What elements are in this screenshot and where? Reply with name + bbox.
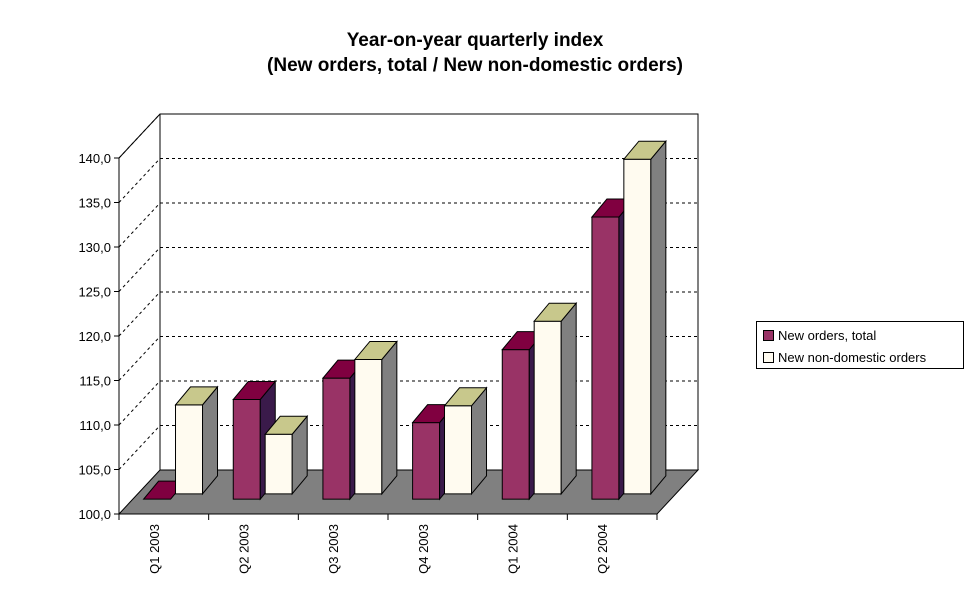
x-tick-label: Q2 2003 bbox=[237, 524, 252, 574]
bar-front-face bbox=[322, 377, 351, 500]
bar-2-q1-2004 bbox=[533, 301, 578, 496]
chart-gridlines bbox=[118, 113, 698, 470]
bar-front-face bbox=[412, 422, 441, 500]
x-tick-label: Q2 2004 bbox=[595, 524, 610, 574]
y-axis-tick-labels: 100,0 105,0 110,0 115,0 120,0 125,0 130,0 135,0… bbox=[78, 151, 111, 522]
bar-front-face bbox=[354, 358, 383, 495]
bar-front-face bbox=[501, 349, 530, 500]
bar-2-q2-2003 bbox=[264, 414, 309, 496]
y-tick-label: 130,0 bbox=[78, 240, 111, 255]
y-tick-label: 105,0 bbox=[78, 463, 111, 478]
chart-legend: New orders, total New non-domestic order… bbox=[756, 321, 964, 369]
chart-axes bbox=[114, 157, 658, 520]
bar-front-face bbox=[623, 158, 652, 495]
y-tick-label: 115,0 bbox=[79, 374, 111, 389]
bar-side-face bbox=[381, 340, 398, 496]
gridline-side bbox=[118, 425, 161, 470]
bar-2-q1-2003 bbox=[174, 385, 219, 496]
y-tick-label: 120,0 bbox=[78, 329, 111, 344]
bar-top-face bbox=[353, 340, 398, 360]
bar-side-face bbox=[560, 301, 577, 496]
y-tick-label: 135,0 bbox=[78, 196, 111, 211]
gridline-side bbox=[118, 380, 161, 426]
gridline-side bbox=[118, 247, 161, 292]
gridline-side bbox=[118, 158, 161, 203]
chart-bars bbox=[142, 139, 667, 501]
bar-2-q2-2004 bbox=[622, 139, 667, 496]
x-axis-category-labels: Q1 2003 Q2 2003 Q3 2003 Q4 2003 Q1 2004 Q2 20… bbox=[147, 524, 610, 574]
legend-item-series-1: New orders, total bbox=[763, 326, 876, 344]
x-tick-label: Q1 2004 bbox=[506, 524, 521, 574]
legend-label-series-1: New orders, total bbox=[778, 327, 877, 343]
chart-title: Year-on-year quarterly index bbox=[346, 30, 604, 51]
bar-side-face bbox=[650, 139, 667, 496]
legend-label-series-2: New non-domestic orders bbox=[778, 349, 927, 365]
gridline-side bbox=[118, 113, 161, 159]
x-tick-label: Q1 2003 bbox=[147, 524, 162, 574]
bar-top-face bbox=[443, 387, 488, 407]
x-tick-label: Q3 2003 bbox=[326, 524, 341, 574]
gridline-side bbox=[118, 336, 161, 381]
bar-front-face bbox=[444, 405, 473, 495]
legend-item-series-2: New non-domestic orders bbox=[763, 348, 926, 366]
gridline-side bbox=[118, 202, 161, 248]
bar-front-face bbox=[232, 398, 261, 500]
y-tick-label: 110,0 bbox=[79, 418, 111, 433]
bar-2-q4-2003 bbox=[443, 386, 488, 496]
chart-subtitle: (New orders, total / New non-domestic or… bbox=[267, 55, 683, 76]
legend-swatch-series-2 bbox=[763, 351, 774, 363]
y-tick-label: 100,0 bbox=[78, 507, 111, 522]
bar-top-face bbox=[533, 302, 578, 322]
chart-title-block: Year-on-year quarterly index (New orders… bbox=[0, 28, 950, 78]
bar-front-face bbox=[533, 320, 562, 495]
legend-swatch-series-1 bbox=[763, 329, 774, 341]
bar-front-face bbox=[591, 216, 620, 500]
bar-2-q3-2003 bbox=[353, 340, 398, 496]
bar-front-face bbox=[175, 404, 204, 495]
bar-top-face bbox=[622, 140, 667, 160]
gridline-side bbox=[118, 291, 161, 337]
bar-top-face bbox=[264, 415, 309, 435]
bar-top-face bbox=[232, 380, 277, 400]
x-tick-label: Q4 2003 bbox=[416, 524, 431, 574]
y-tick-label: 140,0 bbox=[78, 151, 111, 166]
y-tick-label: 125,0 bbox=[78, 285, 111, 300]
bar-top-face bbox=[174, 386, 219, 406]
bar-front-face bbox=[264, 433, 293, 495]
